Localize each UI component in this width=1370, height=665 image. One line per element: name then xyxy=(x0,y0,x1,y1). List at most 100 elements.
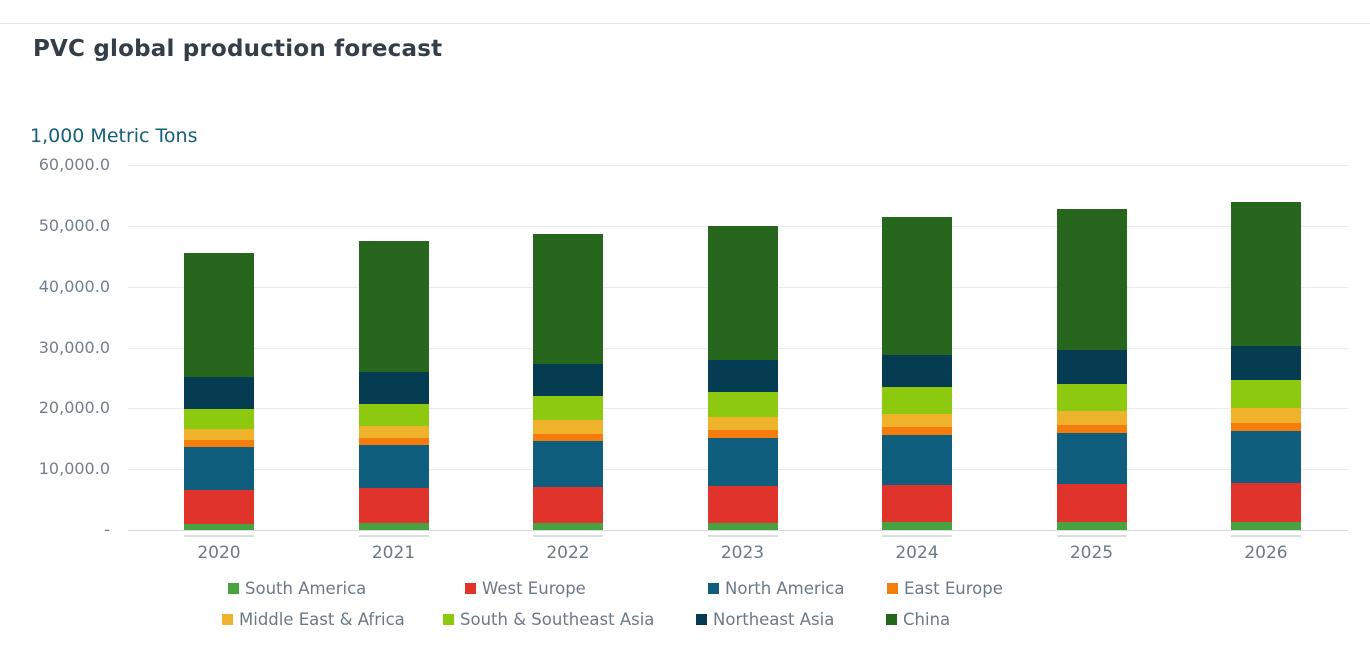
legend-item-south-america[interactable]: South America xyxy=(228,577,366,599)
legend-item-west-europe[interactable]: West Europe xyxy=(465,577,586,599)
bar-2021 xyxy=(358,241,429,530)
segment-south-southeast-asia-2025[interactable] xyxy=(1056,384,1127,411)
segment-east-europe-2021[interactable] xyxy=(358,438,429,445)
legend-item-south-southeast-asia[interactable]: South & Southeast Asia xyxy=(443,608,654,630)
y-axis-unit-label: 1,000 Metric Tons xyxy=(30,125,198,147)
segment-northeast-asia-2025[interactable] xyxy=(1056,350,1127,384)
segment-west-europe-2023[interactable] xyxy=(707,486,778,523)
segment-south-southeast-asia-2023[interactable] xyxy=(707,392,778,417)
segment-northeast-asia-2023[interactable] xyxy=(707,360,778,392)
segment-north-america-2023[interactable] xyxy=(707,438,778,486)
x-tick-mark xyxy=(707,535,778,537)
bar-2025 xyxy=(1056,209,1127,530)
x-axis-label-2024: 2024 xyxy=(895,543,939,563)
segment-northeast-asia-2022[interactable] xyxy=(533,364,603,396)
segment-south-america-2023[interactable] xyxy=(707,523,778,530)
bar-2026 xyxy=(1231,202,1301,530)
segment-east-europe-2025[interactable] xyxy=(1056,425,1127,433)
segment-south-southeast-asia-2024[interactable] xyxy=(882,387,952,414)
y-tick-label: 60,000.0 xyxy=(38,155,110,174)
x-tick-mark xyxy=(882,535,952,537)
segment-northeast-asia-2024[interactable] xyxy=(882,355,952,387)
segment-south-america-2022[interactable] xyxy=(533,523,603,530)
segment-east-europe-2022[interactable] xyxy=(533,434,603,441)
legend-label: South America xyxy=(245,578,367,598)
legend-swatch-west-europe xyxy=(465,582,476,594)
segment-northeast-asia-2026[interactable] xyxy=(1231,346,1301,380)
y-tick-label: 20,000.0 xyxy=(38,398,110,417)
x-axis-line xyxy=(128,530,1348,531)
legend-swatch-china xyxy=(886,613,897,625)
bar-2024 xyxy=(882,217,952,530)
legend-swatch-north-america xyxy=(708,582,719,594)
legend-item-northeast-asia[interactable]: Northeast Asia xyxy=(696,608,834,630)
legend-label: South & Southeast Asia xyxy=(460,609,655,629)
segment-south-southeast-asia-2026[interactable] xyxy=(1231,380,1301,408)
segment-north-america-2021[interactable] xyxy=(358,445,429,488)
segment-south-america-2026[interactable] xyxy=(1231,522,1301,530)
x-tick-mark xyxy=(1056,535,1127,537)
segment-china-2025[interactable] xyxy=(1056,209,1127,350)
x-tick-mark xyxy=(358,535,429,537)
segment-south-southeast-asia-2022[interactable] xyxy=(533,396,603,420)
segment-northeast-asia-2020[interactable] xyxy=(184,377,254,409)
legend-swatch-northeast-asia xyxy=(696,613,707,625)
legend-item-north-america[interactable]: North America xyxy=(708,577,844,599)
legend-label: East Europe xyxy=(904,578,1003,598)
y-tick-label: 10,000.0 xyxy=(38,459,110,478)
legend-item-middle-east-africa[interactable]: Middle East & Africa xyxy=(222,608,405,630)
segment-north-america-2024[interactable] xyxy=(882,435,952,485)
segment-middle-east-africa-2021[interactable] xyxy=(358,426,429,438)
segment-middle-east-africa-2022[interactable] xyxy=(533,420,603,434)
segment-south-america-2021[interactable] xyxy=(358,523,429,530)
bar-2020 xyxy=(184,253,254,530)
segment-middle-east-africa-2026[interactable] xyxy=(1231,408,1301,423)
segment-west-europe-2024[interactable] xyxy=(882,485,952,522)
segment-south-southeast-asia-2021[interactable] xyxy=(358,404,429,426)
legend-item-china[interactable]: China xyxy=(886,608,950,630)
segment-south-southeast-asia-2020[interactable] xyxy=(184,409,254,429)
legend-label: Middle East & Africa xyxy=(239,609,405,629)
chart-title: PVC global production forecast xyxy=(33,36,443,62)
segment-middle-east-africa-2024[interactable] xyxy=(882,414,952,427)
legend-label: West Europe xyxy=(482,578,586,598)
legend-swatch-south-america xyxy=(228,582,239,594)
segment-west-europe-2026[interactable] xyxy=(1231,483,1301,522)
segment-west-europe-2022[interactable] xyxy=(533,487,603,523)
segment-west-europe-2025[interactable] xyxy=(1056,484,1127,522)
legend-label: China xyxy=(903,609,951,629)
bar-2023 xyxy=(707,226,778,530)
x-tick-mark xyxy=(533,535,603,537)
segment-north-america-2025[interactable] xyxy=(1056,433,1127,484)
segment-middle-east-africa-2025[interactable] xyxy=(1056,411,1127,425)
segment-china-2022[interactable] xyxy=(533,234,603,364)
segment-south-america-2020[interactable] xyxy=(184,524,254,530)
x-axis-label-2020: 2020 xyxy=(197,543,241,563)
segment-china-2024[interactable] xyxy=(882,217,952,355)
legend-item-east-europe[interactable]: East Europe xyxy=(887,577,1003,599)
x-tick-mark xyxy=(184,535,254,537)
segment-north-america-2020[interactable] xyxy=(184,447,254,490)
segment-china-2023[interactable] xyxy=(707,226,778,360)
segment-south-america-2025[interactable] xyxy=(1056,522,1127,530)
segment-east-europe-2023[interactable] xyxy=(707,430,778,438)
segment-north-america-2022[interactable] xyxy=(533,441,603,487)
segment-china-2020[interactable] xyxy=(184,253,254,377)
segment-east-europe-2026[interactable] xyxy=(1231,423,1301,431)
x-tick-mark xyxy=(1231,535,1301,537)
segment-middle-east-africa-2020[interactable] xyxy=(184,429,254,440)
segment-northeast-asia-2021[interactable] xyxy=(358,372,429,404)
segment-east-europe-2020[interactable] xyxy=(184,440,254,447)
segment-east-europe-2024[interactable] xyxy=(882,427,952,435)
segment-middle-east-africa-2023[interactable] xyxy=(707,417,778,430)
x-axis-label-2025: 2025 xyxy=(1069,543,1114,563)
segment-west-europe-2021[interactable] xyxy=(358,488,429,523)
y-tick-label: 40,000.0 xyxy=(38,277,110,296)
segment-south-america-2024[interactable] xyxy=(882,522,952,530)
y-tick-label: 50,000.0 xyxy=(38,216,110,235)
segment-china-2026[interactable] xyxy=(1231,202,1301,346)
segment-west-europe-2020[interactable] xyxy=(184,490,254,524)
segment-china-2021[interactable] xyxy=(358,241,429,372)
x-axis-label-2026: 2026 xyxy=(1244,543,1288,563)
segment-north-america-2026[interactable] xyxy=(1231,431,1301,483)
